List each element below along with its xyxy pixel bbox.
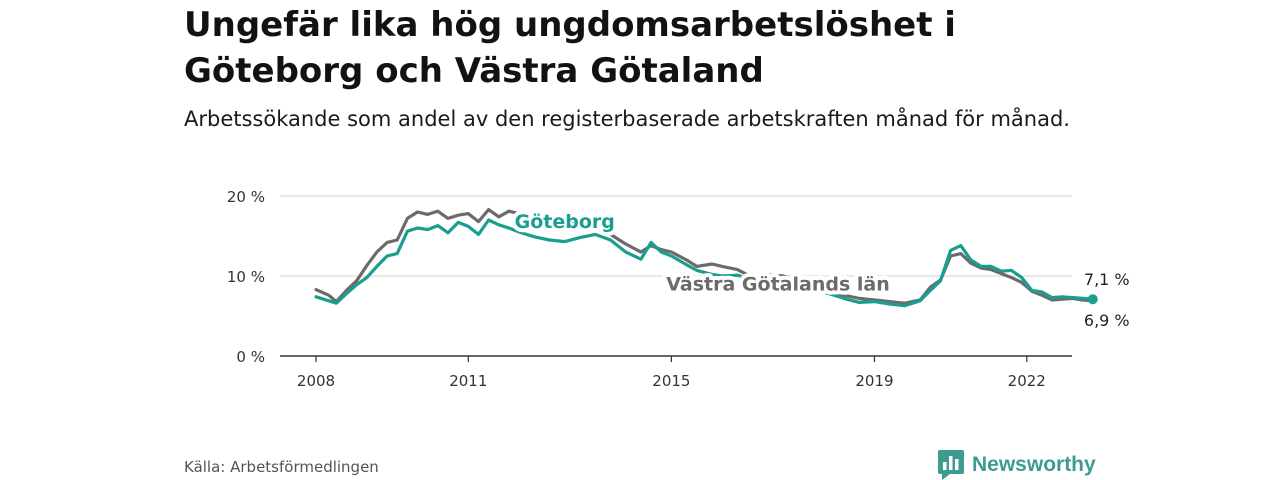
end-value-label: 7,1 % bbox=[1084, 270, 1130, 289]
series-label-halo: Västra Götalands län bbox=[666, 273, 889, 295]
series-label: Göteborg bbox=[515, 211, 615, 233]
brand-logo: Newsworthy bbox=[938, 450, 1096, 480]
series-label: Västra Götalands län bbox=[666, 273, 889, 295]
x-tick-label: 2015 bbox=[652, 372, 690, 390]
y-tick-label: 10 % bbox=[227, 268, 265, 286]
axes: 0 % 10 % 20 % 2008 2011 2015 2019 2022 bbox=[227, 188, 1072, 390]
series-lines bbox=[314, 208, 1098, 308]
newsworthy-logo-icon bbox=[938, 450, 964, 480]
x-tick-label: 2022 bbox=[1008, 372, 1046, 390]
y-tick-label: 0 % bbox=[236, 348, 265, 366]
grid-lines bbox=[280, 195, 1072, 277]
series-label-halo: Göteborg bbox=[515, 211, 615, 233]
series-line-1 bbox=[314, 218, 1095, 308]
series-line-0 bbox=[314, 208, 1095, 305]
source-note: Källa: Arbetsförmedlingen bbox=[184, 458, 379, 476]
brand-name: Newsworthy bbox=[972, 453, 1096, 476]
chart-title: Ungefär lika hög ungdomsarbetslöshet i G… bbox=[184, 5, 956, 91]
series-end-point bbox=[1087, 294, 1098, 305]
x-tick-label: 2011 bbox=[449, 372, 487, 390]
x-tick-label: 2019 bbox=[855, 372, 893, 390]
x-tick-label: 2008 bbox=[297, 372, 335, 390]
y-tick-label: 20 % bbox=[227, 188, 265, 206]
end-value-label: 6,9 % bbox=[1084, 311, 1130, 330]
chart-subtitle: Arbetssökande som andel av den registerb… bbox=[184, 107, 1070, 131]
